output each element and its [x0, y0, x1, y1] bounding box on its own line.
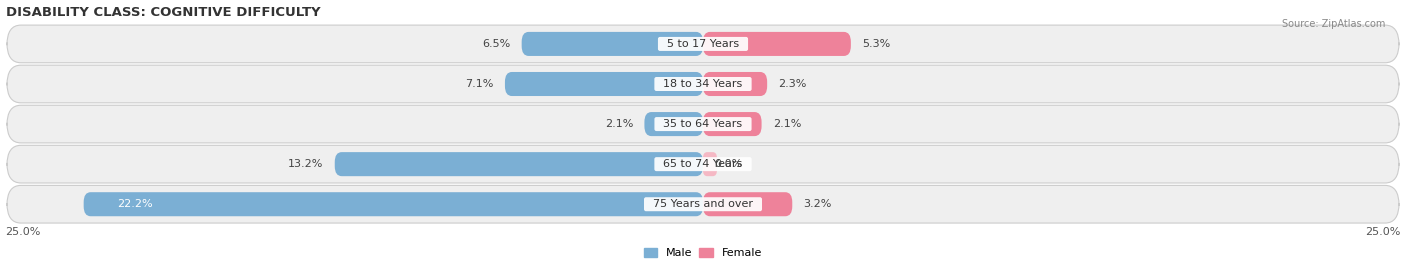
FancyBboxPatch shape	[703, 192, 792, 216]
FancyBboxPatch shape	[703, 32, 851, 56]
Text: 75 Years and over: 75 Years and over	[645, 199, 761, 209]
Text: Source: ZipAtlas.com: Source: ZipAtlas.com	[1281, 19, 1385, 29]
Text: 0.0%: 0.0%	[714, 159, 742, 169]
Text: 25.0%: 25.0%	[6, 227, 41, 238]
Text: DISABILITY CLASS: COGNITIVE DIFFICULTY: DISABILITY CLASS: COGNITIVE DIFFICULTY	[6, 6, 321, 19]
Text: 65 to 74 Years: 65 to 74 Years	[657, 159, 749, 169]
FancyBboxPatch shape	[505, 72, 703, 96]
FancyBboxPatch shape	[7, 25, 1399, 63]
Text: 7.1%: 7.1%	[465, 79, 494, 89]
Text: 5.3%: 5.3%	[862, 39, 890, 49]
FancyBboxPatch shape	[7, 65, 1399, 103]
Text: 2.1%: 2.1%	[605, 119, 633, 129]
Text: 2.1%: 2.1%	[773, 119, 801, 129]
FancyBboxPatch shape	[7, 105, 1399, 143]
FancyBboxPatch shape	[335, 152, 703, 176]
Text: 5 to 17 Years: 5 to 17 Years	[659, 39, 747, 49]
Text: 2.3%: 2.3%	[779, 79, 807, 89]
Text: 25.0%: 25.0%	[1365, 227, 1400, 238]
Text: 22.2%: 22.2%	[117, 199, 153, 209]
Text: 13.2%: 13.2%	[288, 159, 323, 169]
Text: 35 to 64 Years: 35 to 64 Years	[657, 119, 749, 129]
FancyBboxPatch shape	[703, 152, 717, 176]
Text: 3.2%: 3.2%	[803, 199, 832, 209]
FancyBboxPatch shape	[7, 185, 1399, 223]
FancyBboxPatch shape	[703, 112, 762, 136]
FancyBboxPatch shape	[703, 72, 768, 96]
FancyBboxPatch shape	[522, 32, 703, 56]
Text: 6.5%: 6.5%	[482, 39, 510, 49]
Text: 18 to 34 Years: 18 to 34 Years	[657, 79, 749, 89]
FancyBboxPatch shape	[644, 112, 703, 136]
Legend: Male, Female: Male, Female	[640, 244, 766, 263]
FancyBboxPatch shape	[84, 192, 703, 216]
FancyBboxPatch shape	[7, 145, 1399, 183]
